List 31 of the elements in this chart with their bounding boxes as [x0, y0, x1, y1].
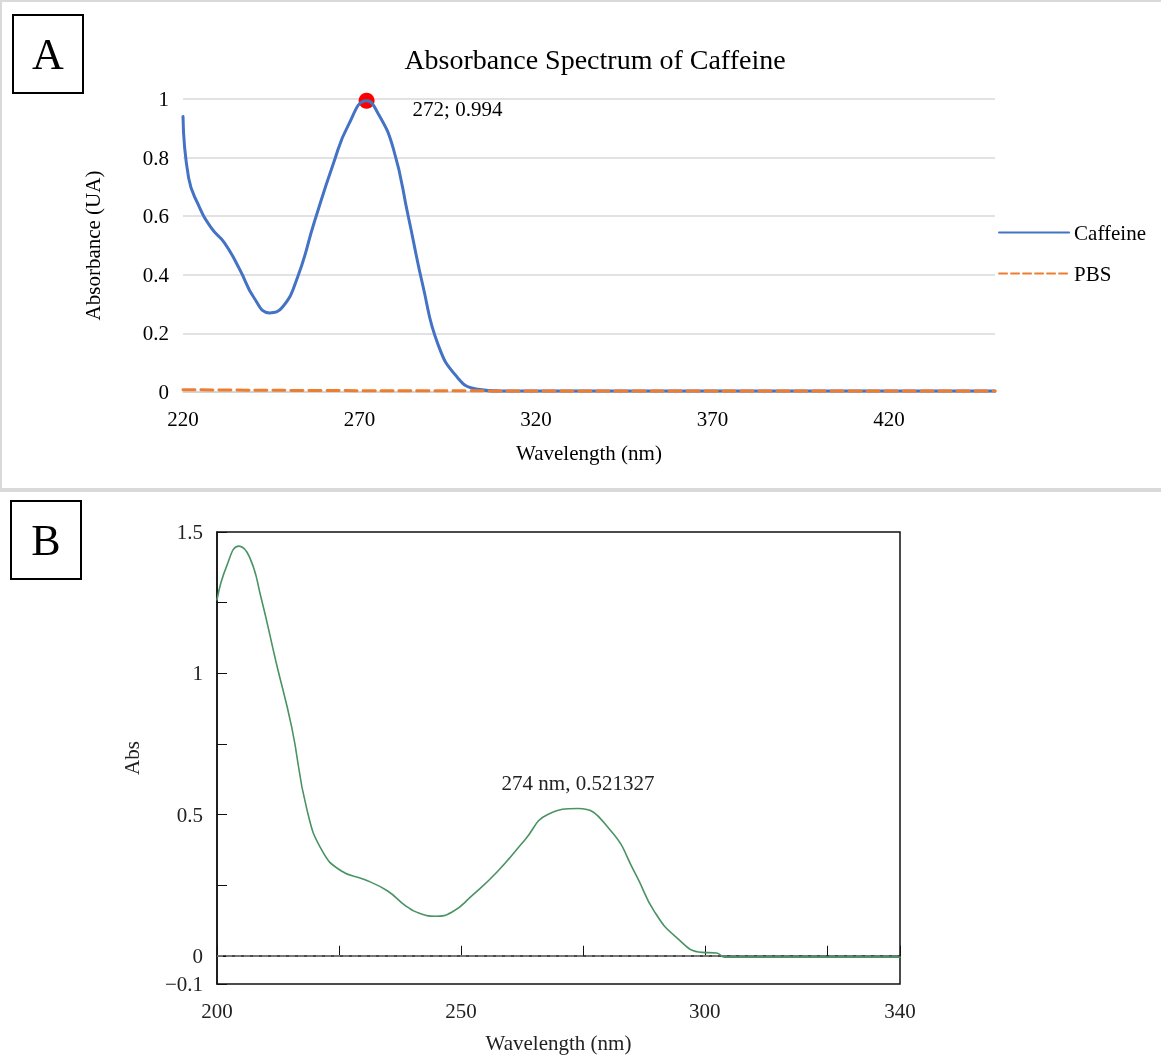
y-tick-label: 1 — [192, 661, 203, 686]
x-tick-label: 200 — [201, 998, 233, 1023]
y-tick-label: 0.4 — [142, 262, 170, 287]
x-tick-label: 340 — [884, 998, 916, 1023]
annotation: 272; 0.994 — [412, 96, 503, 121]
y-axis-title: Absorbance (UA) — [80, 170, 105, 321]
x-axis-title: Wavelength (nm) — [485, 1030, 632, 1055]
legend-label: Caffeine — [1074, 220, 1147, 245]
y-tick-label: 1 — [158, 87, 169, 111]
chart-title: Absorbance Spectrum of Caffeine — [404, 43, 786, 75]
x-tick-label: 320 — [520, 406, 552, 431]
x-tick-label: 270 — [343, 406, 376, 431]
y-tick-label: 0.6 — [142, 204, 169, 229]
x-tick-label: 370 — [696, 406, 729, 431]
x-tick-label: 250 — [445, 998, 477, 1023]
text: B — [31, 515, 61, 565]
y-tick-label: 1.5 — [176, 520, 203, 544]
x-axis-title: Wavelength (nm) — [516, 440, 662, 465]
y-tick-label: 0.5 — [176, 802, 203, 827]
y-tick-label: −0.1 — [164, 972, 203, 996]
x-tick-label: 300 — [689, 998, 721, 1023]
x-tick-label: 420 — [873, 406, 905, 431]
legend-label: PBS — [1074, 261, 1112, 286]
y-tick-label: 0 — [158, 380, 169, 404]
text: A — [32, 29, 65, 79]
annotation: 274 nm, 0.521327 — [501, 770, 655, 795]
y-tick-label: 0.8 — [142, 145, 169, 170]
y-tick-label: 0 — [192, 943, 203, 968]
y-axis-title: Abs — [119, 741, 144, 775]
y-tick-label: 0.2 — [142, 321, 169, 346]
x-tick-label: 220 — [167, 406, 199, 431]
